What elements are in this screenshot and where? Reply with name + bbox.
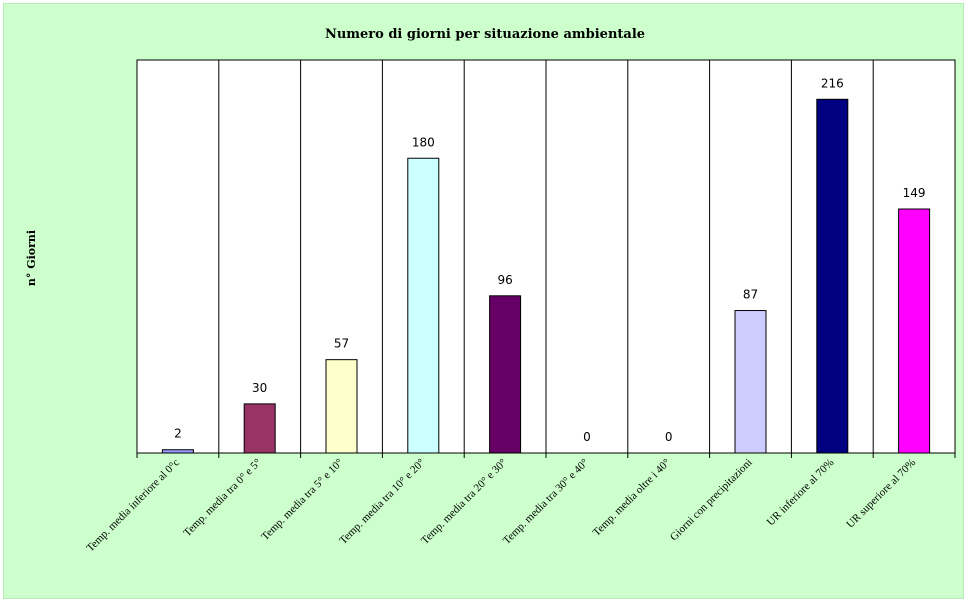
data-label: 180	[412, 135, 435, 149]
bar	[734, 310, 767, 454]
data-label: 57	[334, 337, 349, 351]
x-tick-label: UR superiore al 70%	[844, 457, 918, 531]
data-label: 87	[743, 288, 758, 302]
x-ticks-group	[136, 453, 956, 458]
bar	[898, 208, 931, 454]
bar-chart: Numero di giorni per situazione ambienta…	[25, 27, 956, 555]
chart-title: Numero di giorni per situazione ambienta…	[325, 27, 645, 42]
data-label: 0	[583, 430, 591, 444]
x-tick-label: Temp. media tra 0° e 5°	[181, 457, 263, 539]
data-label: 96	[497, 273, 512, 287]
data-label: 149	[903, 186, 926, 200]
x-tick-label: Temp. media tra 30° e 40°	[501, 457, 591, 547]
bar	[489, 295, 522, 454]
bar	[161, 449, 194, 454]
x-tick-label: Temp. media oltre i 40°	[591, 457, 673, 539]
bar	[243, 403, 276, 454]
data-labels-group: 2 30 57 180 96 0 0 87 216 149	[174, 76, 925, 444]
x-tick-label: Temp. media tra 5° e 10°	[259, 457, 345, 543]
data-label: 30	[252, 381, 267, 395]
x-tick-label: Temp. media tra 20° e 30°	[419, 457, 509, 547]
x-tick-labels-group: Temp. media inferiore al 0°c Temp. media …	[84, 457, 918, 555]
bar	[816, 98, 849, 454]
bar	[407, 157, 440, 454]
chart-area: Numero di giorni per situazione ambienta…	[3, 3, 964, 599]
data-label: 2	[174, 427, 182, 441]
x-tick-label: Temp. media tra 10° e 20°	[337, 457, 427, 547]
data-label: 0	[665, 430, 673, 444]
x-tick-label: Giorni con precipitazioni	[668, 457, 755, 544]
bar	[325, 359, 358, 454]
x-tick-label: Temp. media inferiore al 0°c	[84, 457, 182, 555]
x-tick-label: UR inferiore al 70%	[765, 457, 837, 529]
y-axis-label: n° Giorni	[25, 230, 38, 286]
category-separators	[218, 60, 874, 453]
bars-group	[161, 98, 931, 454]
data-label: 216	[821, 76, 844, 90]
